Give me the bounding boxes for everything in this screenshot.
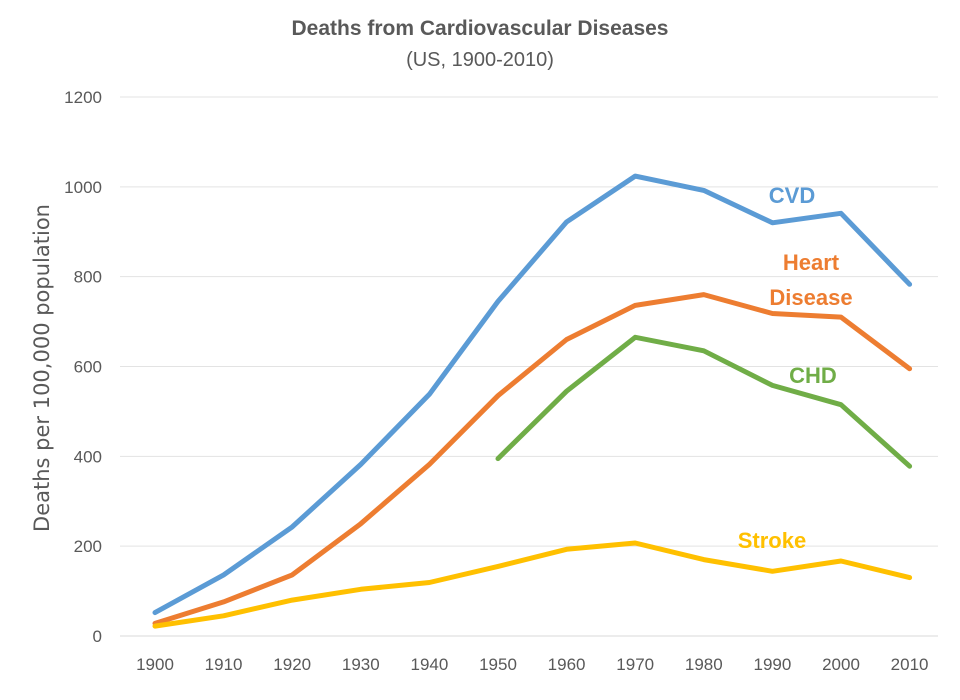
x-tick-label: 1950: [479, 655, 517, 674]
series-label-stroke: Stroke: [738, 528, 806, 553]
x-tick-label: 1990: [753, 655, 791, 674]
x-tick-label: 1940: [410, 655, 448, 674]
x-tick-label: 1980: [685, 655, 723, 674]
y-tick-label: 1200: [64, 88, 102, 107]
y-tick-label: 800: [74, 268, 102, 287]
x-tick-label: 1910: [205, 655, 243, 674]
series-lines: [152, 173, 913, 629]
chart-subtitle: (US, 1900-2010): [406, 49, 554, 71]
y-tick-label: 0: [93, 627, 102, 646]
gridlines: [120, 96, 938, 637]
y-tick-label: 200: [74, 537, 102, 556]
x-tick-label: 1920: [273, 655, 311, 674]
y-axis-label: Deaths per 100,000 population: [30, 204, 54, 532]
series-label-chd: CHD: [789, 363, 837, 388]
x-tick-label: 2000: [822, 655, 860, 674]
y-tick-label: 400: [74, 447, 102, 466]
x-tick-label: 1960: [548, 655, 586, 674]
series-label-cvd: CVD: [769, 183, 815, 208]
chart-title: Deaths from Cardiovascular Diseases: [291, 17, 668, 40]
series-labels: CVD Heart Disease CHD Stroke: [738, 183, 853, 553]
series-label-heart-disease: Disease: [769, 285, 852, 310]
y-tick-label: 1000: [64, 178, 102, 197]
series-line-heart-disease: [152, 292, 913, 626]
series-line-cvd: [152, 173, 913, 616]
series-line-chd: [495, 334, 913, 469]
x-tick-label: 2010: [891, 655, 929, 674]
x-tick-label: 1900: [136, 655, 174, 674]
series-line-stroke: [152, 540, 913, 629]
y-axis-ticks: 0 200 400 600 800 1000 1200: [64, 88, 102, 646]
series-label-heart-disease: Heart: [783, 250, 840, 275]
x-tick-label: 1970: [616, 655, 654, 674]
y-tick-label: 600: [74, 358, 102, 377]
x-axis-ticks: 1900 1910 1920 1930 1940 1950 1960 1970 1980 1990…: [136, 655, 928, 674]
x-tick-label: 1930: [342, 655, 380, 674]
